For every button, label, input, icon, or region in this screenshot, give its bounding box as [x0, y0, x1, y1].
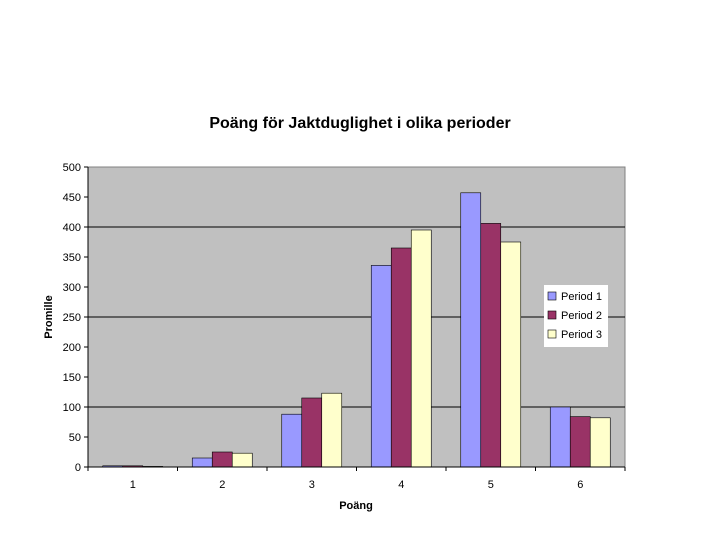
gridlines [88, 226, 625, 408]
bar-period-1-cat-6 [549, 406, 571, 468]
y-tick-label: 300 [63, 282, 81, 294]
bars [102, 192, 611, 468]
bar-period-2-cat-5 [480, 223, 502, 468]
y-tick-label: 350 [63, 252, 81, 264]
y-tick-label: 500 [63, 162, 81, 174]
y-tick-label: 50 [69, 432, 81, 444]
legend-label: Period 1 [561, 291, 602, 303]
bar-period-3-cat-6 [589, 417, 611, 468]
x-tick-label: 1 [130, 479, 136, 491]
x-tick-label: 5 [488, 479, 494, 491]
legend-swatch [547, 329, 557, 339]
x-tick-label: 2 [219, 479, 225, 491]
bar-period-1-cat-5 [460, 192, 482, 468]
legend-label: Period 3 [561, 329, 602, 341]
y-tick-label: 200 [63, 342, 81, 354]
x-axis-ticks: 1 2 3 4 5 6 [87, 467, 626, 491]
legend-label: Period 2 [561, 310, 602, 322]
y-tick-label: 400 [63, 222, 81, 234]
bar-period-2-cat-6 [569, 416, 591, 468]
y-tick-label: 100 [63, 402, 81, 414]
x-tick-label: 4 [398, 479, 404, 491]
bar-period-2-cat-2 [211, 451, 233, 468]
bar-period-2-cat-4 [390, 247, 412, 468]
x-tick-label: 3 [309, 479, 315, 491]
legend-swatch [547, 291, 557, 301]
y-tick-label: 450 [63, 192, 81, 204]
bar-period-3-cat-4 [410, 229, 432, 468]
bar-period-1-cat-3 [281, 413, 303, 468]
y-axis-ticks: 0 50 100 150 200 250 300 350 400 450 500 [63, 162, 88, 474]
bar-period-1-cat-2 [191, 457, 213, 468]
x-tick-label: 6 [577, 479, 583, 491]
bar-period-3-cat-5 [500, 241, 522, 468]
legend-swatch [547, 310, 557, 320]
y-tick-label: 250 [63, 312, 81, 324]
legend: Period 1 Period 2 Period 3 [544, 285, 608, 347]
y-axis-title: Promille [43, 295, 55, 338]
x-axis-title: Poäng [339, 500, 373, 512]
chart-title: Poäng för Jaktduglighet i olika perioder [209, 115, 510, 132]
y-tick-label: 150 [63, 372, 81, 384]
bar-period-3-cat-3 [321, 392, 343, 468]
bar-period-1-cat-4 [370, 265, 392, 468]
bar-period-2-cat-3 [301, 397, 323, 468]
y-tick-label: 0 [75, 462, 81, 474]
bar-period-3-cat-2 [231, 452, 253, 468]
